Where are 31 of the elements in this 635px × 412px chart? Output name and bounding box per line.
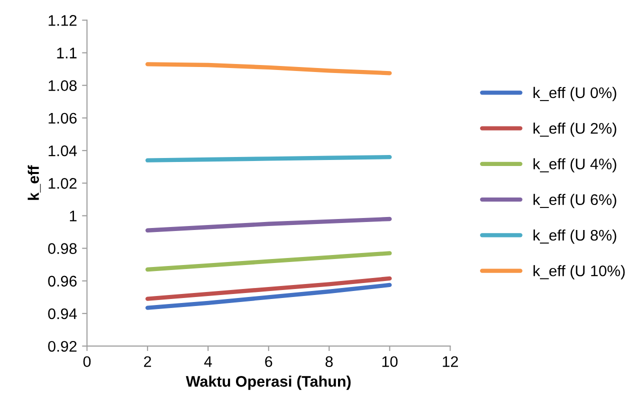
legend-label: k_eff (U 8%) (534, 229, 616, 244)
x-axis-title: Waktu Operasi (Tahun) (186, 376, 351, 390)
legend-label: k_eff (U 10%) (534, 265, 625, 280)
y-tick-label: 1.06 (48, 112, 77, 124)
legend-label: k_eff (U 2%) (534, 122, 616, 137)
y-tick-label: 1.08 (48, 80, 77, 92)
y-tick-label: 1 (70, 210, 77, 222)
x-tick-label: 10 (382, 356, 398, 368)
y-tick-label: 0.98 (48, 243, 77, 254)
y-tick-label: 1.04 (48, 145, 77, 156)
line-series (145, 62, 392, 76)
y-tick-label: 1.12 (48, 15, 77, 26)
x-tick-label: 12 (442, 356, 458, 367)
y-axis-title: k_eff (28, 165, 41, 200)
legend-label: k_eff (U 6%) (534, 194, 616, 208)
x-tick-label: 8 (326, 356, 333, 368)
x-tick-label: 6 (265, 356, 272, 368)
line-series (145, 251, 392, 272)
x-tick-label: 2 (144, 356, 152, 367)
y-tick-label: 1.02 (48, 178, 77, 189)
line-series (145, 282, 392, 310)
legend-label: k_eff (U 4%) (534, 158, 616, 172)
legend-label: k_eff (U 0%) (534, 86, 616, 102)
x-tick-label: 4 (204, 356, 212, 367)
line-series (145, 216, 392, 232)
y-tick-label: 0.92 (48, 340, 77, 352)
y-tick-label: 0.94 (48, 308, 77, 320)
x-tick-label: 0 (83, 356, 91, 368)
y-tick-label: 1.1 (57, 48, 77, 58)
y-tick-label: 0.96 (48, 276, 77, 287)
line-series (145, 276, 392, 301)
